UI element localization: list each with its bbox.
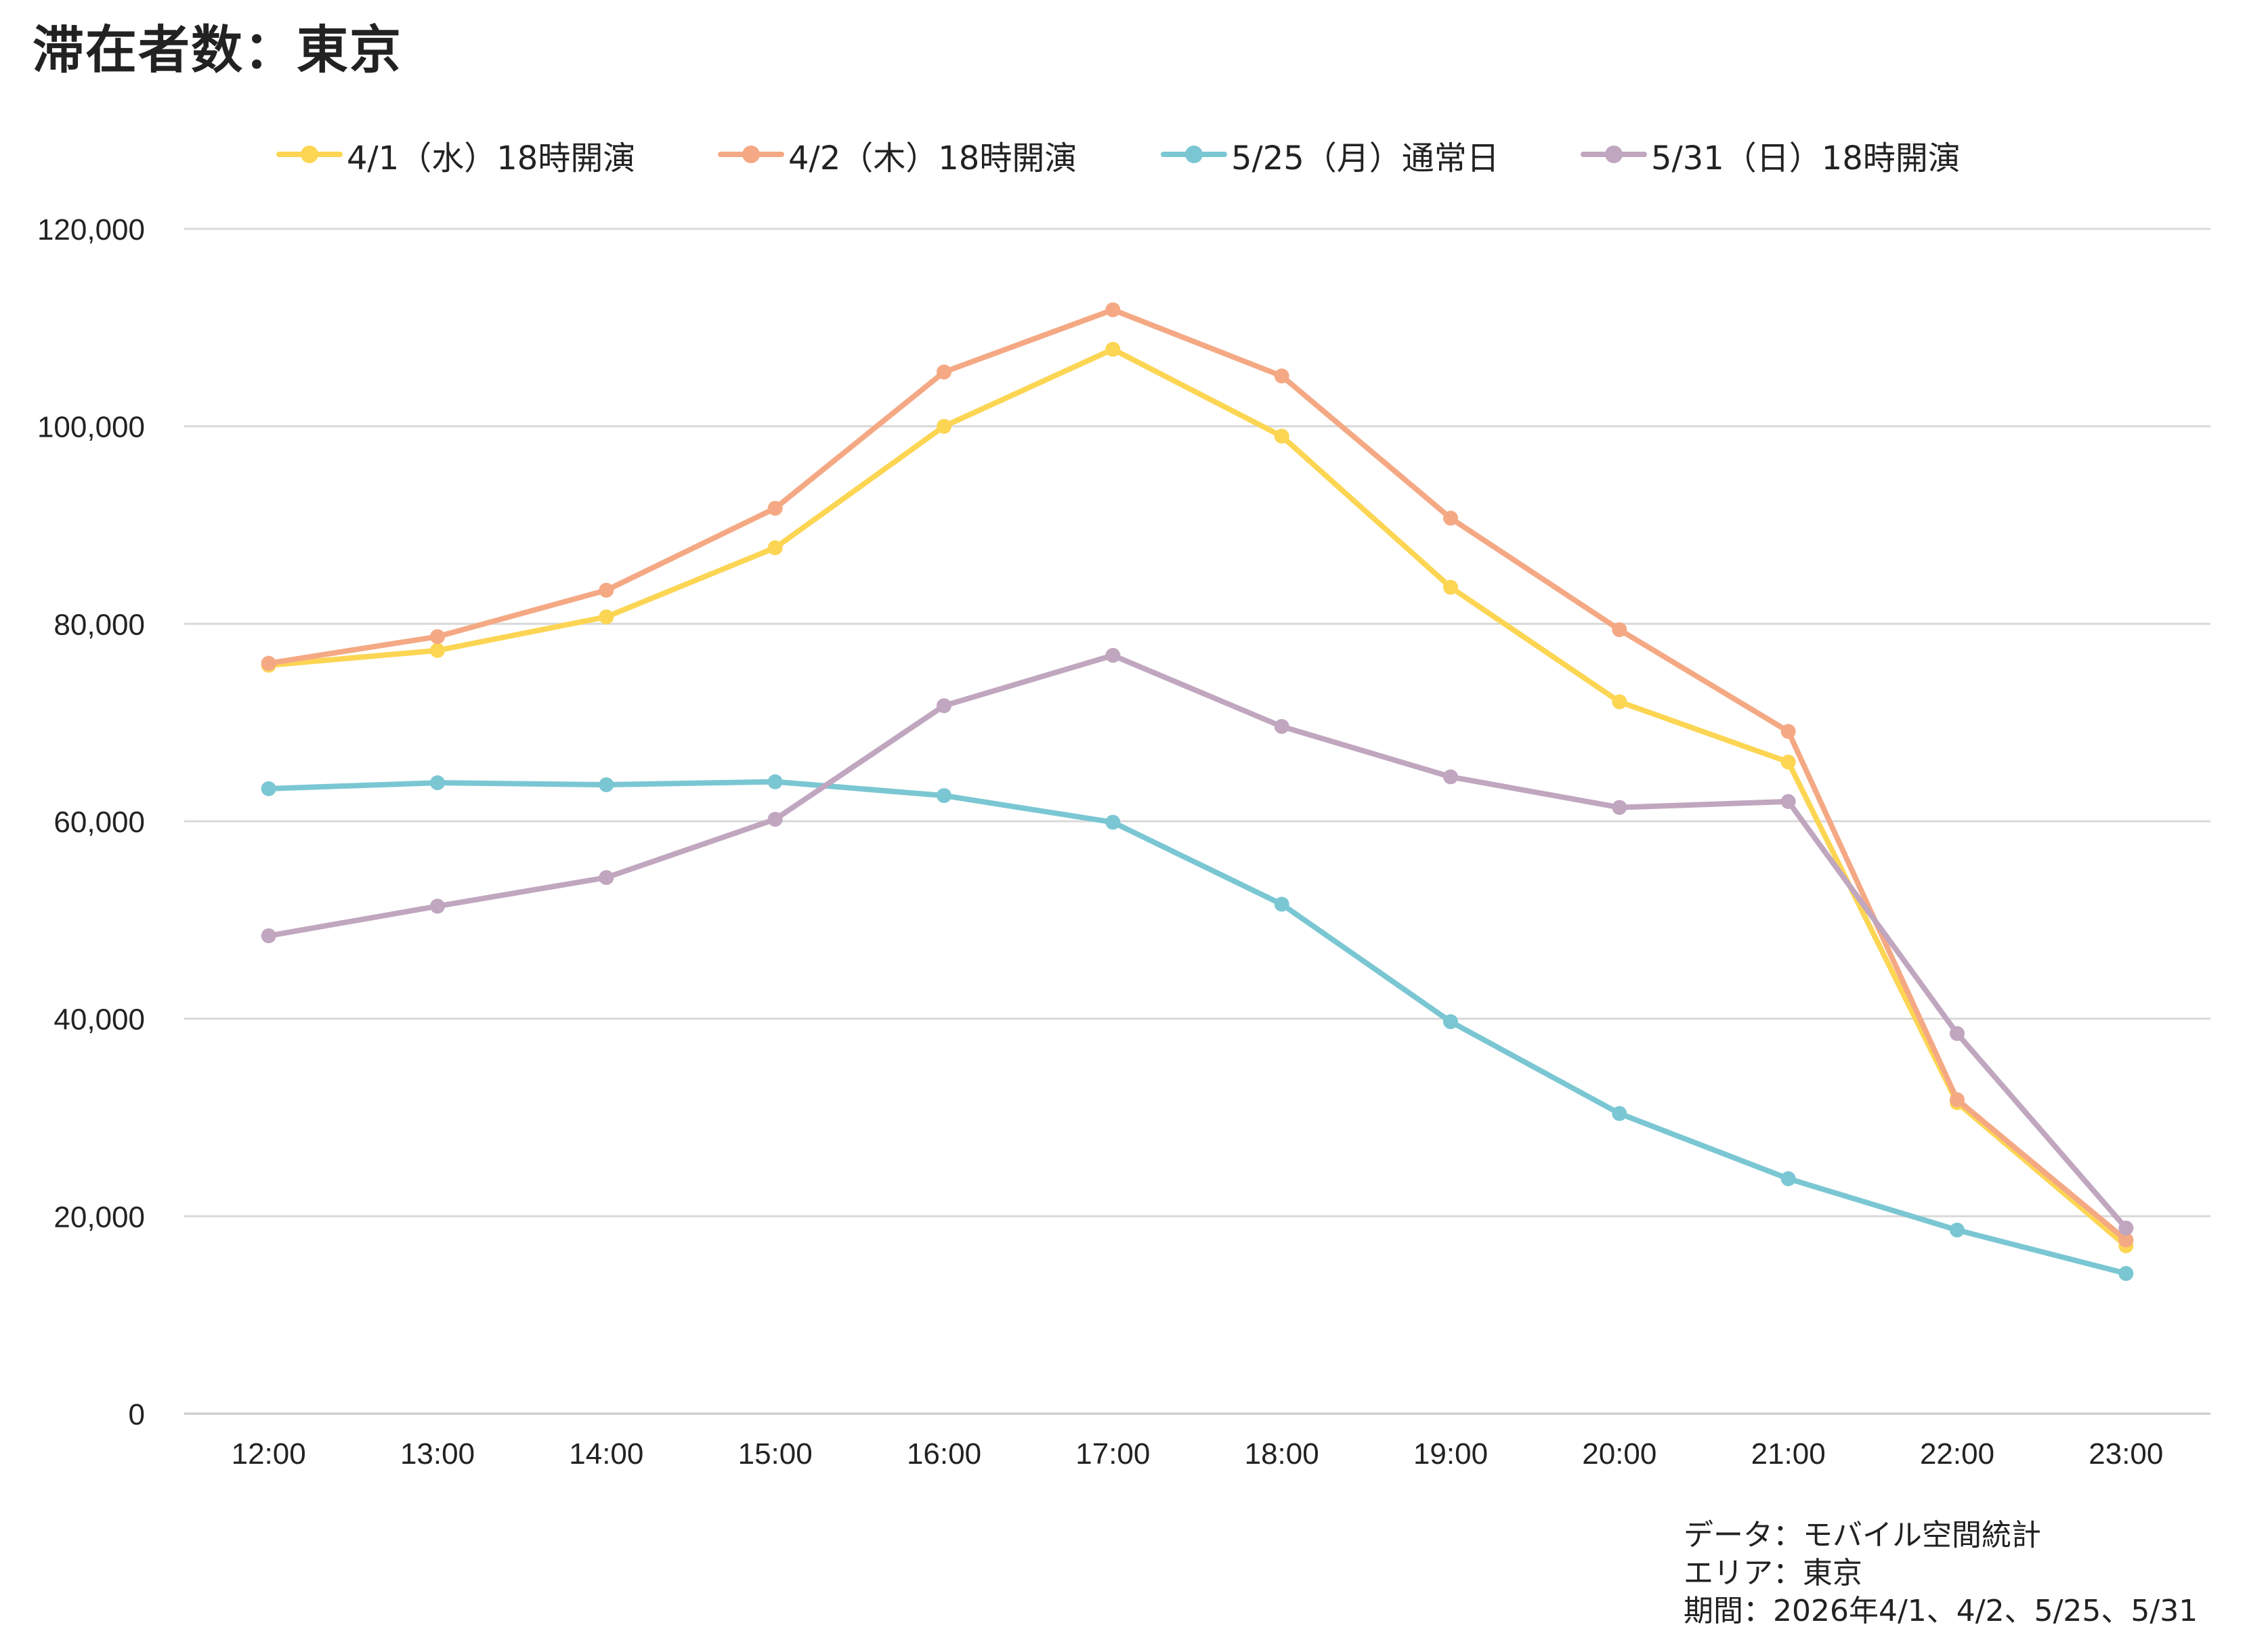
data-point — [1612, 1106, 1627, 1121]
x-tick-label: 23:00 — [2089, 1437, 2163, 1471]
legend-label: 4/2（木）18時開演 — [788, 139, 1077, 177]
x-tick-label: 17:00 — [1075, 1437, 1150, 1471]
data-point — [1443, 769, 1458, 785]
x-tick-label: 21:00 — [1751, 1437, 1826, 1471]
legend-marker — [1605, 146, 1623, 163]
data-point — [1443, 1014, 1458, 1030]
data-point — [1950, 1092, 1965, 1108]
x-tick-label: 19:00 — [1413, 1437, 1488, 1471]
y-tick-label: 40,000 — [53, 1003, 145, 1037]
source-notes: データ：モバイル空間統計 エリア：東京 期間：2026年4/1、4/2、5/25… — [1684, 1517, 2198, 1630]
data-point — [1612, 622, 1627, 638]
x-tick-label: 12:00 — [232, 1437, 306, 1471]
legend-marker — [301, 146, 318, 163]
series-lines — [261, 302, 2134, 1281]
data-point — [599, 582, 614, 598]
x-tick-label: 22:00 — [1920, 1437, 1994, 1471]
y-tick-label: 0 — [129, 1398, 145, 1431]
x-tick-label: 15:00 — [738, 1437, 813, 1471]
series-line — [265, 307, 2129, 1243]
x-tick-label: 14:00 — [569, 1437, 643, 1471]
data-point — [767, 774, 783, 789]
data-point — [261, 928, 276, 944]
y-tick-label: 120,000 — [37, 213, 145, 246]
data-point — [261, 781, 276, 796]
data-point — [430, 775, 445, 791]
data-point — [599, 609, 614, 625]
series-2 — [261, 302, 2134, 1248]
legend-marker — [1185, 146, 1203, 163]
data-point — [767, 540, 783, 556]
series-1 — [261, 341, 2134, 1254]
x-tick-label: 16:00 — [907, 1437, 981, 1471]
data-point — [937, 364, 951, 380]
data-point — [1780, 724, 1796, 739]
data-point — [767, 500, 783, 516]
note-period: 期間：2026年4/1、4/2、5/25、5/31 — [1684, 1594, 2198, 1628]
data-point — [1950, 1026, 1965, 1041]
legend-label: 5/31（日）18時開演 — [1651, 139, 1961, 177]
y-axis-tick-labels: 0 20,000 40,000 60,000 80,000 100,000 120,000 — [37, 213, 145, 1431]
gridlines — [184, 227, 2210, 1415]
legend-label: 4/1（水）18時開演 — [347, 139, 636, 177]
note-data-source: データ：モバイル空間統計 — [1684, 1518, 2041, 1552]
data-point — [937, 698, 951, 714]
data-point — [1105, 302, 1121, 318]
data-point — [1780, 794, 1796, 809]
data-point — [599, 777, 614, 793]
series-line — [265, 653, 2129, 1231]
data-point — [1105, 648, 1121, 663]
data-point — [1274, 896, 1289, 912]
note-area: エリア：東京 — [1684, 1556, 1862, 1590]
series-4 — [261, 648, 2134, 1236]
y-tick-label: 60,000 — [53, 806, 145, 839]
data-point — [261, 655, 276, 671]
data-point — [1274, 719, 1289, 734]
data-point — [1274, 429, 1289, 444]
data-point — [1443, 510, 1458, 526]
data-point — [2118, 1265, 2134, 1281]
series-3 — [261, 774, 2134, 1281]
data-point — [1274, 368, 1289, 384]
data-point — [2118, 1220, 2134, 1236]
data-point — [1780, 754, 1796, 770]
y-tick-label: 80,000 — [53, 608, 145, 641]
x-tick-label: 18:00 — [1245, 1437, 1319, 1471]
series-line — [265, 346, 2129, 1249]
series-line — [265, 779, 2129, 1276]
data-point — [599, 870, 614, 886]
legend-label: 5/25（月）通常日 — [1231, 139, 1499, 177]
data-point — [1780, 1171, 1796, 1186]
legend-marker — [742, 146, 760, 163]
chart-title: 滞在者数：東京 — [33, 20, 402, 80]
data-point — [767, 812, 783, 827]
data-point — [1612, 694, 1627, 710]
y-tick-label: 20,000 — [53, 1200, 145, 1234]
x-tick-label: 20:00 — [1582, 1437, 1656, 1471]
data-point — [1105, 814, 1121, 830]
data-point — [430, 629, 445, 645]
x-axis-tick-labels: 12:00 13:00 14:00 15:00 16:00 17:00 18:00 19:00… — [232, 1437, 2164, 1471]
data-point — [430, 643, 445, 658]
data-point — [1950, 1222, 1965, 1238]
data-point — [430, 898, 445, 914]
data-point — [1105, 341, 1121, 357]
data-point — [937, 418, 951, 434]
x-tick-label: 13:00 — [400, 1437, 475, 1471]
data-point — [1612, 800, 1627, 815]
data-point — [2118, 1232, 2134, 1248]
y-tick-label: 100,000 — [37, 411, 145, 444]
data-point — [937, 788, 951, 804]
data-point — [1443, 580, 1458, 595]
